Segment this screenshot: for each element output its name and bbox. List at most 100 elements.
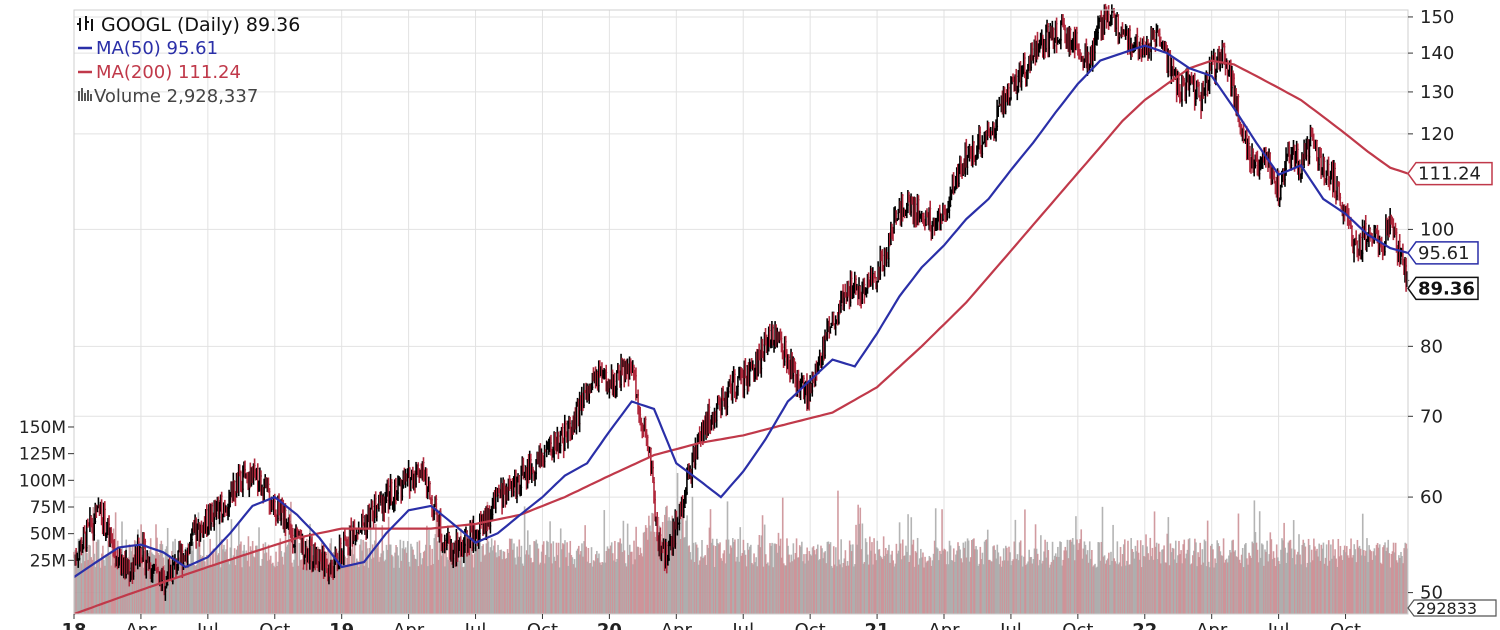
volume-bar <box>1238 559 1241 614</box>
volume-bar <box>132 565 135 614</box>
volume-bar <box>949 545 952 614</box>
volume-bar <box>924 556 926 614</box>
volume-bar <box>773 543 776 614</box>
volume-bar <box>1379 562 1382 614</box>
volume-bar <box>1149 537 1152 614</box>
volume-bar <box>1168 565 1171 614</box>
volume-bar <box>690 559 693 614</box>
y-tick-label: 100 <box>1420 219 1454 240</box>
volume-bar <box>610 542 613 614</box>
volume-bar <box>325 560 327 614</box>
volume-bar <box>98 560 101 614</box>
volume-bar <box>438 542 441 614</box>
volume-bar <box>984 539 987 614</box>
volume-bar <box>1165 562 1168 614</box>
volume-bar <box>190 544 192 614</box>
volume-bar <box>1151 547 1154 614</box>
volume-bar <box>109 551 112 614</box>
x-tick-label: 21 <box>865 620 890 630</box>
volume-bar <box>1193 550 1195 614</box>
volume-bar <box>704 555 706 614</box>
volume-bar <box>85 547 87 614</box>
volume-bar <box>799 546 802 614</box>
volume-bar <box>829 542 832 614</box>
volume-bar <box>1085 554 1088 614</box>
volume-bar <box>321 556 324 614</box>
volume-bar <box>245 550 248 614</box>
volume-bar <box>107 540 109 614</box>
volume-bar <box>856 544 858 614</box>
volume-bar <box>971 540 973 614</box>
price-badge: 89.36 <box>1407 276 1479 301</box>
volume-bar <box>757 544 760 614</box>
volume-bar <box>743 550 746 614</box>
volume-bar <box>401 548 404 614</box>
volume-bar <box>716 538 718 614</box>
volume-bar <box>284 524 287 614</box>
volume-bar <box>571 557 574 614</box>
volume-bar <box>1251 541 1254 614</box>
volume-bar <box>360 539 362 614</box>
volume-bar <box>825 563 828 614</box>
volume-bar <box>1118 562 1121 614</box>
volume-bar <box>476 543 478 614</box>
volume-bar <box>935 547 938 614</box>
volume-bar <box>366 548 369 614</box>
volume-bar <box>1393 552 1396 614</box>
volume-bar <box>1217 543 1220 614</box>
volume-bar <box>1182 544 1185 614</box>
volume-bar <box>1343 545 1346 614</box>
volume-bar <box>1293 549 1296 614</box>
volume-bar <box>513 543 515 614</box>
volume-bar <box>295 539 298 614</box>
volume-bar <box>1308 545 1311 614</box>
volume-bar <box>1276 557 1279 614</box>
volume-bar <box>591 566 594 614</box>
volume-bar <box>323 548 325 614</box>
volume-bar <box>122 563 124 614</box>
volume-bar <box>364 541 367 614</box>
volume-bar <box>326 561 328 614</box>
volume-bar <box>1156 559 1159 614</box>
volume-bar <box>1148 559 1151 614</box>
volume-bar <box>1070 541 1073 614</box>
x-tick-label: 22 <box>1132 620 1157 630</box>
volume-bar <box>167 567 170 614</box>
volume-bar <box>762 566 765 614</box>
volume-bar <box>1273 557 1276 614</box>
volume-bar <box>713 566 716 614</box>
volume-bar <box>637 546 640 614</box>
volume-bar <box>452 542 455 614</box>
volume-bar <box>270 563 273 614</box>
volume-bar <box>964 541 967 614</box>
volume-bar <box>586 561 589 614</box>
volume-bar <box>177 558 180 614</box>
volume-bar <box>1344 552 1347 614</box>
volume-bar <box>1125 565 1127 614</box>
volume-bar <box>1342 549 1345 614</box>
volume-bar <box>932 553 935 614</box>
volume-bar <box>1372 551 1375 614</box>
volume-bar <box>995 558 998 614</box>
price-badge-label: 89.36 <box>1418 278 1475 299</box>
volume-bar <box>345 565 347 614</box>
volume-bar <box>499 550 501 614</box>
volume-bar <box>963 547 966 614</box>
volume-bar <box>1012 559 1015 614</box>
volume-tick-label: 125M <box>19 445 66 465</box>
volume-bar <box>1282 540 1284 614</box>
volume-bar <box>585 546 588 614</box>
volume-bar <box>1065 550 1068 614</box>
volume-bar <box>1321 548 1324 614</box>
volume-bar <box>95 541 98 614</box>
volume-bar <box>535 539 538 614</box>
volume-bar <box>564 540 566 614</box>
volume-bar <box>502 551 505 614</box>
volume-bar <box>1127 540 1129 614</box>
volume-bar <box>520 545 523 614</box>
volume-bar <box>618 542 620 614</box>
volume-bar <box>116 540 119 614</box>
volume-bar <box>967 540 970 614</box>
volume-bar <box>1109 564 1111 614</box>
volume-bar <box>802 561 804 614</box>
